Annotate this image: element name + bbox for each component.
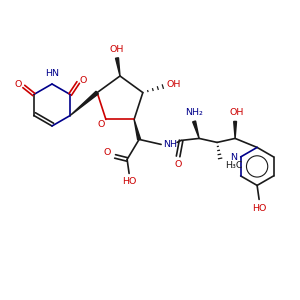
Text: N: N: [230, 153, 237, 162]
Polygon shape: [134, 119, 141, 140]
Polygon shape: [234, 122, 236, 138]
Text: OH: OH: [110, 44, 124, 53]
Text: O: O: [80, 76, 87, 85]
Text: HN: HN: [45, 68, 59, 77]
Text: OH: OH: [167, 80, 181, 89]
Polygon shape: [116, 58, 120, 76]
Text: OH: OH: [230, 108, 244, 117]
Text: H₃C: H₃C: [225, 161, 243, 170]
Text: O: O: [14, 80, 22, 89]
Text: O: O: [174, 160, 182, 169]
Text: HO: HO: [122, 177, 136, 186]
Text: O: O: [103, 148, 111, 157]
Polygon shape: [70, 91, 98, 116]
Polygon shape: [193, 121, 199, 138]
Text: HO: HO: [252, 204, 266, 213]
Text: NH₂: NH₂: [185, 108, 203, 117]
Text: O: O: [97, 120, 105, 129]
Text: NH: NH: [163, 140, 177, 149]
